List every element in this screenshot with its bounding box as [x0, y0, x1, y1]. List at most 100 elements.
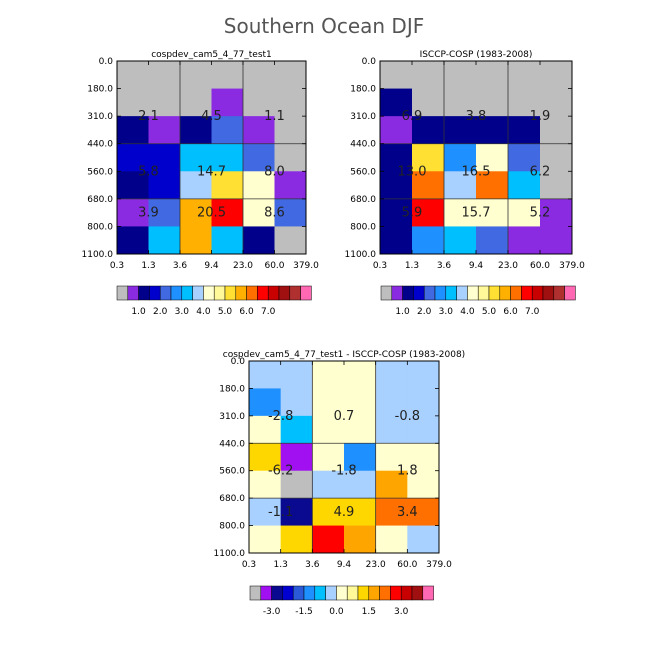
- panel-subtitle: cospdev_cam5_4_77_test1: [151, 50, 272, 60]
- box-value-label: 1.8: [397, 464, 418, 479]
- heatmap-cell: [312, 525, 345, 554]
- heatmap-cell: [380, 88, 413, 117]
- heatmap-cell: [312, 443, 345, 472]
- legend-label: 1.0: [131, 307, 146, 317]
- heatmap-cell: [243, 171, 275, 200]
- legend-label: -3.0: [263, 607, 281, 617]
- heatmap-panel-1: 0.3 1.3 3.6 9.4 23.0 60.0 379.0 0.0 180.0 310.0 44…: [82, 50, 320, 317]
- heatmap-cell: [211, 143, 244, 172]
- legend-swatch: [499, 285, 511, 301]
- heatmap-cell: [211, 88, 244, 117]
- heatmap-cell: [375, 525, 408, 554]
- box-value-label: 4.5: [201, 109, 222, 124]
- legend-swatch: [181, 285, 193, 301]
- heatmap-cell: [312, 415, 345, 444]
- heatmap-cell: [476, 116, 509, 145]
- heatmap-cell: [274, 226, 307, 255]
- heatmap-cell: [540, 226, 573, 255]
- x-tick-label: 3.6: [437, 261, 452, 271]
- heatmap-cell: [249, 388, 282, 417]
- box-value-label: 13.0: [398, 164, 427, 179]
- heatmap-cell: [180, 116, 212, 145]
- legend-swatch: [282, 585, 294, 601]
- heatmap-cell: [344, 388, 377, 417]
- legend-swatch: [510, 285, 522, 301]
- box-value-label: 2.1: [138, 109, 159, 124]
- x-tick-label: 1.3: [274, 560, 288, 570]
- heatmap-cell: [180, 226, 212, 255]
- box-value-label: 1.9: [530, 109, 551, 124]
- heatmap-cell: [540, 61, 573, 89]
- y-tick-label: 310.0: [87, 112, 113, 122]
- heatmap-cell: [117, 226, 149, 255]
- legend-swatch: [235, 285, 247, 301]
- heatmap-cell: [508, 61, 541, 89]
- heatmap-cell: [148, 116, 181, 145]
- y-tick-label: 0.0: [99, 57, 114, 67]
- heatmap-cell: [380, 226, 413, 255]
- heatmap-cell: [211, 61, 244, 89]
- heatmap-cell: [407, 498, 440, 526]
- legend-label: 7.0: [261, 307, 276, 317]
- legend-swatch: [138, 285, 150, 301]
- heatmap-cell: [375, 498, 408, 526]
- heatmap-cell: [375, 470, 408, 499]
- legend-swatch: [531, 285, 544, 301]
- heatmap-cell: [280, 470, 313, 499]
- y-tick-label: 0.0: [231, 357, 246, 367]
- heatmap-cell: [444, 116, 477, 145]
- heatmap-cell: [180, 61, 212, 89]
- legend-swatch: [213, 285, 226, 301]
- x-tick-label: 3.6: [305, 560, 320, 570]
- legend-swatch: [292, 585, 305, 601]
- heatmap-cell: [249, 498, 282, 526]
- legend-label: 2.0: [153, 307, 168, 317]
- box-value-label: -1.1: [268, 505, 293, 520]
- heatmap-cell: [344, 498, 377, 526]
- legend-swatch: [456, 285, 468, 301]
- heatmap-cell: [117, 88, 149, 117]
- x-tick-label: 60.0: [264, 261, 284, 271]
- heatmap-cell: [508, 226, 541, 255]
- heatmap-cell: [540, 88, 573, 117]
- heatmap-cell: [344, 470, 377, 499]
- y-tick-label: 680.0: [350, 195, 376, 205]
- panel-subtitle: cospdev_cam5_4_77_test1 - ISCCP-COSP (19…: [223, 350, 465, 360]
- legend-swatch: [564, 285, 576, 301]
- legend-swatch: [467, 285, 479, 301]
- heatmap-cell: [508, 171, 541, 200]
- heatmap-cell: [380, 198, 413, 227]
- legend-swatch: [390, 585, 402, 601]
- legend-swatch: [203, 285, 215, 301]
- heatmap-cell: [407, 361, 440, 389]
- box-value-label: -1.8: [331, 464, 356, 479]
- y-tick-label: 180.0: [219, 384, 245, 394]
- y-tick-label: 1100.0: [345, 250, 377, 260]
- x-tick-label: 3.6: [173, 261, 188, 271]
- y-tick-label: 680.0: [87, 195, 113, 205]
- legend-swatch: [246, 285, 258, 301]
- legend-swatch: [422, 585, 434, 601]
- heatmap-cell: [211, 198, 244, 227]
- x-tick-label: 379.0: [293, 261, 319, 271]
- x-tick-label: 0.3: [242, 560, 256, 570]
- heatmap-cell: [274, 88, 307, 117]
- box-value-label: 6.2: [530, 164, 551, 179]
- heatmap-cell: [412, 171, 445, 200]
- heatmap-cell: [412, 88, 445, 117]
- legend-label: 4.0: [196, 307, 211, 317]
- legend-swatch: [542, 285, 555, 301]
- heatmap-cell: [508, 116, 541, 145]
- heatmap-cell: [243, 198, 275, 227]
- heatmap-cell: [412, 198, 445, 227]
- legend-swatch: [278, 285, 291, 301]
- box-value-label: 3.8: [466, 109, 487, 124]
- x-tick-label: 23.0: [366, 560, 386, 570]
- heatmap-cell: [508, 143, 541, 172]
- x-tick-label: 23.0: [498, 261, 518, 271]
- x-tick-label: 379.0: [426, 560, 452, 570]
- legend-label: 6.0: [503, 307, 518, 317]
- heatmap-cell: [476, 61, 509, 89]
- legend-swatch: [116, 285, 129, 301]
